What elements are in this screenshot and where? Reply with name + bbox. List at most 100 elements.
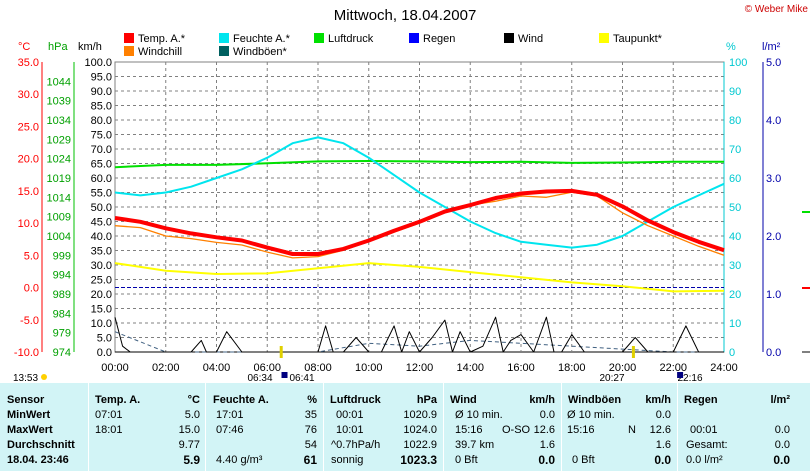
pressure-tick-label: 974 [53,347,71,359]
annotation-moonset-time: 22:16 [677,373,702,383]
wind-tick-label: 70.0 [91,144,112,156]
wind-tick-label: 10.0 [91,318,112,330]
stats-wind-current: 0.0 [538,453,555,467]
wind-tick-label: 20.0 [91,289,112,301]
x-tick-label: 16:00 [507,362,535,374]
temp-unit-label: °C [18,41,30,53]
stats-pressure-state: sonnig [331,454,364,466]
rain-tick-label: 4.0 [766,115,781,127]
legend-swatch-humidity [219,33,229,43]
sun-icon [41,374,47,380]
legend-swatch-wind [504,33,514,43]
moonrise-icon [281,372,288,378]
copyright-text: © Weber Mike [745,4,809,15]
x-tick-label: 14:00 [456,362,484,374]
wind-tick-label: 100.0 [84,57,112,69]
series-line-wind [114,316,724,353]
series-line-dewpoint [114,262,725,293]
legend-item-windchill: Windchill [124,46,182,58]
x-tick-label: 06:00 [253,362,281,374]
stats-humidity-avg: 54 [304,439,317,451]
pressure-tick-label: 1024 [47,154,71,166]
wind-tick-label: 25.0 [91,275,112,287]
legend-swatch-windchill [124,46,134,56]
stats-wind-bft: 0 Bft [455,454,478,466]
wind-tick-label: 60.0 [91,173,112,185]
x-tick-label: 12:00 [406,362,434,374]
stats-gust-bft: 0 Bft [572,454,595,466]
stats-rain-rate: 0.0 l/m² [686,454,723,466]
x-tick-label: 20:00 [609,362,637,374]
wind-tick-label: 30.0 [91,260,112,272]
wind-tick-label: 0.0 [97,347,112,359]
grid-lines [115,62,724,352]
stats-rain-max-time: 00:01 [690,424,718,436]
pressure-tick-label: 1004 [47,231,71,243]
stats-wind-avg: 1.6 [539,439,555,451]
stats-gust-min: 0.0 [655,409,671,421]
stats-separator [443,383,444,471]
wind-tick-label: 35.0 [91,246,112,258]
humidity-tick-label: 40 [729,231,741,243]
stats-separator [88,383,89,471]
wind-tick-label: 50.0 [91,202,112,214]
temp-tick-label: -10.0 [14,347,39,359]
stats-rain-current: 0.0 [773,453,790,467]
legend-swatch-dewpoint [599,33,609,43]
humidity-tick-label: 60 [729,173,741,185]
moonset-icon [677,372,684,378]
stats-row-label-avg: Durchschnitt [7,439,75,451]
wind-tick-label: 45.0 [91,217,112,229]
stats-humidity-max-time: 07:46 [216,424,244,436]
legend-label-gusts: Windböen* [233,46,288,58]
x-tick-label: 04:00 [203,362,231,374]
sun-moon-annotations: 06:34 06:41 20:27 22:16 13:53 [13,346,703,383]
stats-wind-max: 12.6 [533,424,555,436]
stats-rain-unit: l/m² [770,394,790,406]
rain-tick-label: 5.0 [766,57,781,69]
x-tick-label: 18:00 [558,362,586,374]
temp-tick-label: 5.0 [24,250,39,262]
chart-title: Mittwoch, 18.04.2007 [334,7,477,24]
legend-item-wind: Wind [504,33,543,45]
temp-tick-label: 20.0 [18,154,39,166]
wind-unit-label: km/h [78,41,102,53]
pressure-tick-label: 989 [53,289,71,301]
weather-chart: Mittwoch, 18.04.2007 © Weber Mike °C hPa… [13,4,810,383]
humidity-tick-label: 10 [729,318,741,330]
pressure-tick-label: 999 [53,250,71,262]
stats-rain-header: Regen [684,394,718,406]
temp-tick-label: 0.0 [24,283,39,295]
stats-row-label-min: MinWert [7,409,51,421]
stats-pressure-max-time: 10:01 [336,424,364,436]
stats-row-label-current: 18.04. 23:46 [7,454,69,466]
humidity-tick-label: 70 [729,144,741,156]
stats-gust-unit: km/h [645,394,671,406]
statistics-panel: Sensor MinWert MaxWert Durchschnitt 18.0… [0,383,810,471]
pressure-tick-label: 1014 [47,192,71,204]
stats-gust-max: 12.6 [649,424,671,436]
stats-gust-max-dir: N [628,424,636,436]
rain-tick-label: 3.0 [766,173,781,185]
pressure-tick-label: 1029 [47,134,71,146]
legend-item-humidity: Feuchte A.* [219,33,291,45]
legend-item-temp: Temp. A.* [124,33,186,45]
pressure-tick-label: 994 [53,270,71,282]
legend-swatch-temp [124,33,134,43]
wind-tick-label: 90.0 [91,86,112,98]
stats-wind-run: 39.7 km [455,439,495,451]
stats-pressure-min: 1020.9 [403,409,437,421]
stats-rain-max: 0.0 [774,424,790,436]
stats-humidity-current: 61 [303,453,317,467]
stats-temp-min: 5.0 [184,409,200,421]
temp-tick-label: 25.0 [18,121,39,133]
data-series [114,136,725,353]
wind-tick-label: 15.0 [91,304,112,316]
legend: Temp. A.* Feuchte A.* Luftdruck Regen Wi… [124,33,663,58]
legend-item-dewpoint: Taupunkt* [599,33,663,45]
stats-temp-max-time: 18:01 [95,424,123,436]
stats-temp-avg: 9.77 [178,439,200,451]
stats-row-label-sensor: Sensor [7,394,45,406]
humidity-tick-label: 100 [729,57,747,69]
annotation-moonrise-time: 06:41 [289,373,314,383]
